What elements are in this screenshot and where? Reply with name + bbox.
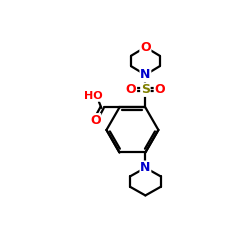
Text: N: N [140,161,150,174]
Text: O: O [126,83,136,96]
Text: O: O [154,83,165,96]
Text: HO: HO [84,91,102,101]
Text: O: O [90,114,101,127]
Text: S: S [141,83,150,96]
Text: O: O [140,41,151,54]
Text: N: N [140,68,150,81]
